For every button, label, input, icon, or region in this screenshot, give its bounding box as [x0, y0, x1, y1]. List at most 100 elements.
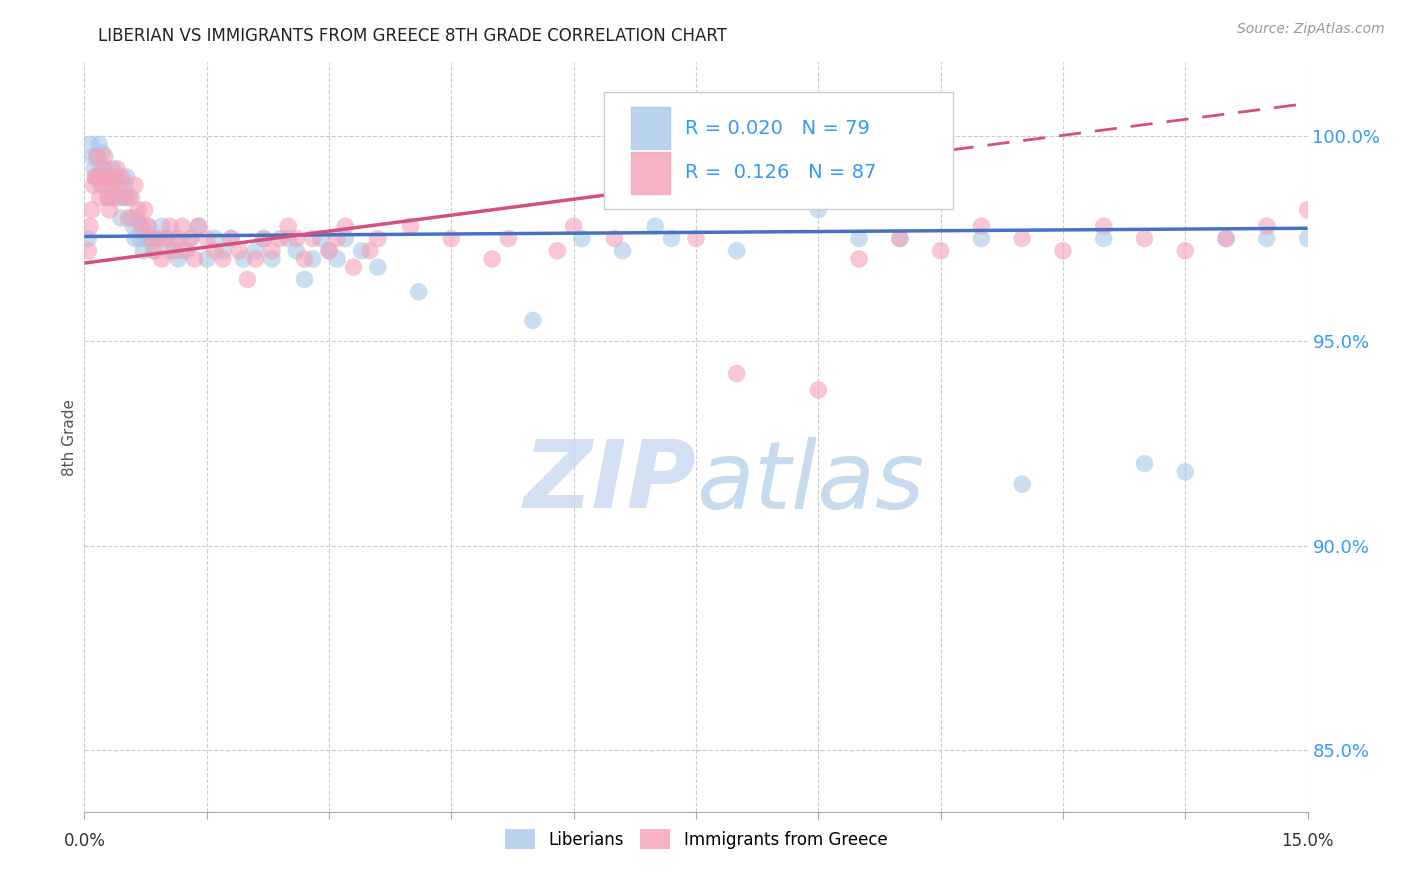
- Point: [350, 244, 373, 258]
- Point: [1011, 231, 1033, 245]
- Point: [228, 244, 250, 258]
- Point: [127, 202, 149, 217]
- Point: [644, 219, 666, 234]
- Point: [96, 170, 118, 185]
- Point: [112, 190, 135, 204]
- Point: [1256, 219, 1278, 234]
- Point: [546, 244, 568, 258]
- Point: [335, 231, 357, 245]
- Point: [359, 244, 381, 258]
- Text: LIBERIAN VS IMMIGRANTS FROM GREECE 8TH GRADE CORRELATION CHART: LIBERIAN VS IMMIGRANTS FROM GREECE 8TH G…: [98, 27, 727, 45]
- Point: [1052, 244, 1074, 258]
- Point: [82, 178, 104, 193]
- Point: [94, 170, 117, 185]
- Point: [136, 219, 159, 234]
- Point: [725, 244, 748, 258]
- Point: [807, 383, 830, 397]
- Point: [114, 190, 136, 204]
- Point: [132, 244, 155, 258]
- Point: [84, 170, 107, 185]
- Point: [204, 231, 226, 245]
- Point: [335, 219, 357, 234]
- Point: [141, 231, 163, 245]
- Point: [163, 244, 186, 258]
- Point: [277, 231, 299, 245]
- Point: [155, 231, 177, 245]
- Point: [80, 202, 103, 217]
- Point: [131, 219, 153, 234]
- Point: [294, 272, 316, 286]
- Point: [212, 244, 235, 258]
- Point: [136, 219, 159, 234]
- Bar: [631, 107, 671, 149]
- Point: [93, 161, 115, 176]
- Point: [83, 161, 105, 176]
- Text: 15.0%: 15.0%: [1281, 832, 1334, 850]
- Point: [260, 244, 283, 258]
- Point: [174, 244, 197, 258]
- Point: [97, 190, 120, 204]
- Text: R =  0.126   N = 87: R = 0.126 N = 87: [685, 163, 876, 183]
- Point: [131, 219, 153, 234]
- Point: [440, 231, 463, 245]
- Point: [110, 211, 132, 225]
- Point: [121, 211, 143, 225]
- Point: [253, 231, 276, 245]
- Point: [260, 252, 283, 266]
- Point: [93, 150, 115, 164]
- Point: [80, 137, 103, 152]
- Point: [253, 231, 276, 245]
- Point: [301, 231, 323, 245]
- Point: [84, 170, 107, 185]
- Point: [150, 219, 173, 234]
- Point: [285, 244, 308, 258]
- Point: [204, 244, 226, 258]
- Point: [124, 178, 146, 193]
- Point: [172, 219, 194, 234]
- Point: [114, 178, 136, 193]
- Point: [128, 231, 150, 245]
- Point: [342, 260, 364, 275]
- Point: [1133, 457, 1156, 471]
- Point: [142, 244, 165, 258]
- Point: [685, 231, 707, 245]
- Point: [159, 219, 181, 234]
- Point: [1256, 231, 1278, 245]
- Point: [326, 252, 349, 266]
- Point: [179, 231, 201, 245]
- Text: R = 0.020   N = 79: R = 0.020 N = 79: [685, 119, 870, 137]
- Point: [219, 231, 242, 245]
- Point: [101, 170, 124, 185]
- Point: [889, 231, 911, 245]
- Point: [77, 231, 100, 245]
- Point: [155, 231, 177, 245]
- Point: [183, 252, 205, 266]
- Point: [1361, 161, 1384, 176]
- Point: [101, 161, 124, 176]
- Point: [146, 231, 169, 245]
- Point: [163, 231, 186, 245]
- Point: [105, 161, 128, 176]
- Point: [107, 190, 129, 204]
- Point: [100, 170, 122, 185]
- Point: [1011, 477, 1033, 491]
- Point: [79, 219, 101, 234]
- Point: [408, 285, 430, 299]
- Point: [929, 244, 952, 258]
- Point: [77, 244, 100, 258]
- Point: [1296, 231, 1319, 245]
- Point: [105, 170, 128, 185]
- Point: [89, 190, 111, 204]
- Point: [91, 161, 114, 176]
- Point: [612, 244, 634, 258]
- Point: [603, 231, 626, 245]
- Point: [108, 178, 131, 193]
- Point: [1133, 231, 1156, 245]
- Point: [117, 211, 139, 225]
- Point: [1174, 465, 1197, 479]
- Point: [294, 252, 316, 266]
- Point: [571, 231, 593, 245]
- Point: [245, 252, 267, 266]
- Point: [159, 244, 181, 258]
- Point: [318, 244, 340, 258]
